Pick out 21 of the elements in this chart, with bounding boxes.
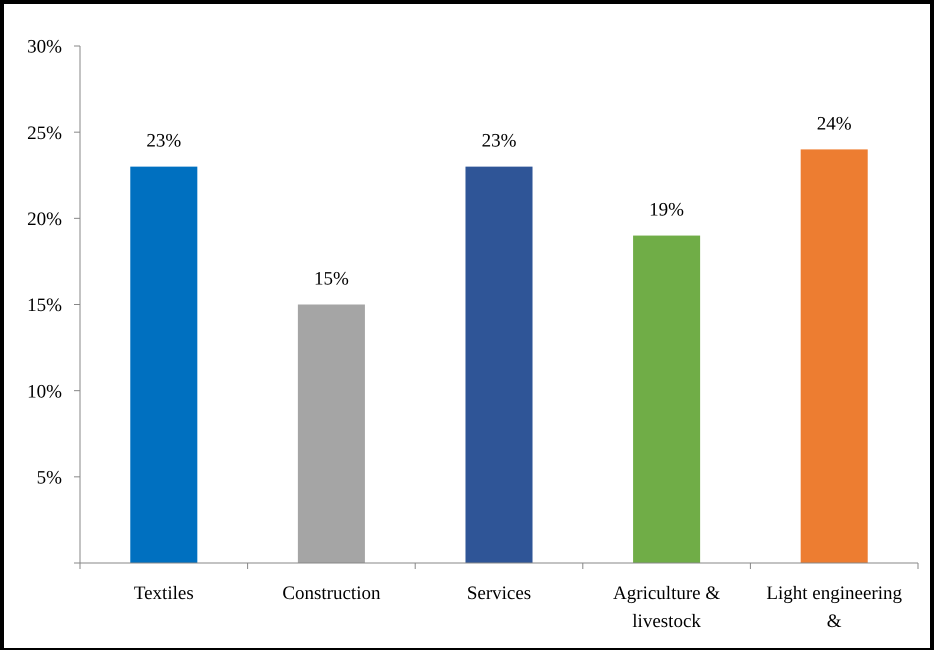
data-label: 23% (146, 130, 182, 152)
x-tick-label: Light engineering & (766, 583, 902, 632)
y-tick-label: 20% (27, 208, 62, 230)
bar (633, 236, 700, 563)
y-tick-label: 25% (27, 122, 62, 144)
y-tick-label: 15% (27, 295, 62, 316)
x-tick-label: Construction (282, 583, 381, 604)
bar (800, 149, 868, 563)
data-label: 23% (482, 130, 517, 152)
y-tick-label: 10% (27, 381, 62, 402)
data-label: 15% (314, 268, 349, 290)
data-label: 19% (649, 200, 684, 221)
data-label: 24% (816, 113, 852, 134)
x-tick-label: Agriculture & livestock (613, 583, 720, 632)
y-tick-label: 5% (36, 467, 62, 488)
bar (298, 304, 365, 563)
bar (130, 166, 198, 563)
y-tick-label: 30% (27, 36, 62, 58)
bar (465, 166, 533, 563)
x-tick-label: Textiles (134, 583, 194, 604)
x-tick-label: Services (466, 583, 532, 604)
